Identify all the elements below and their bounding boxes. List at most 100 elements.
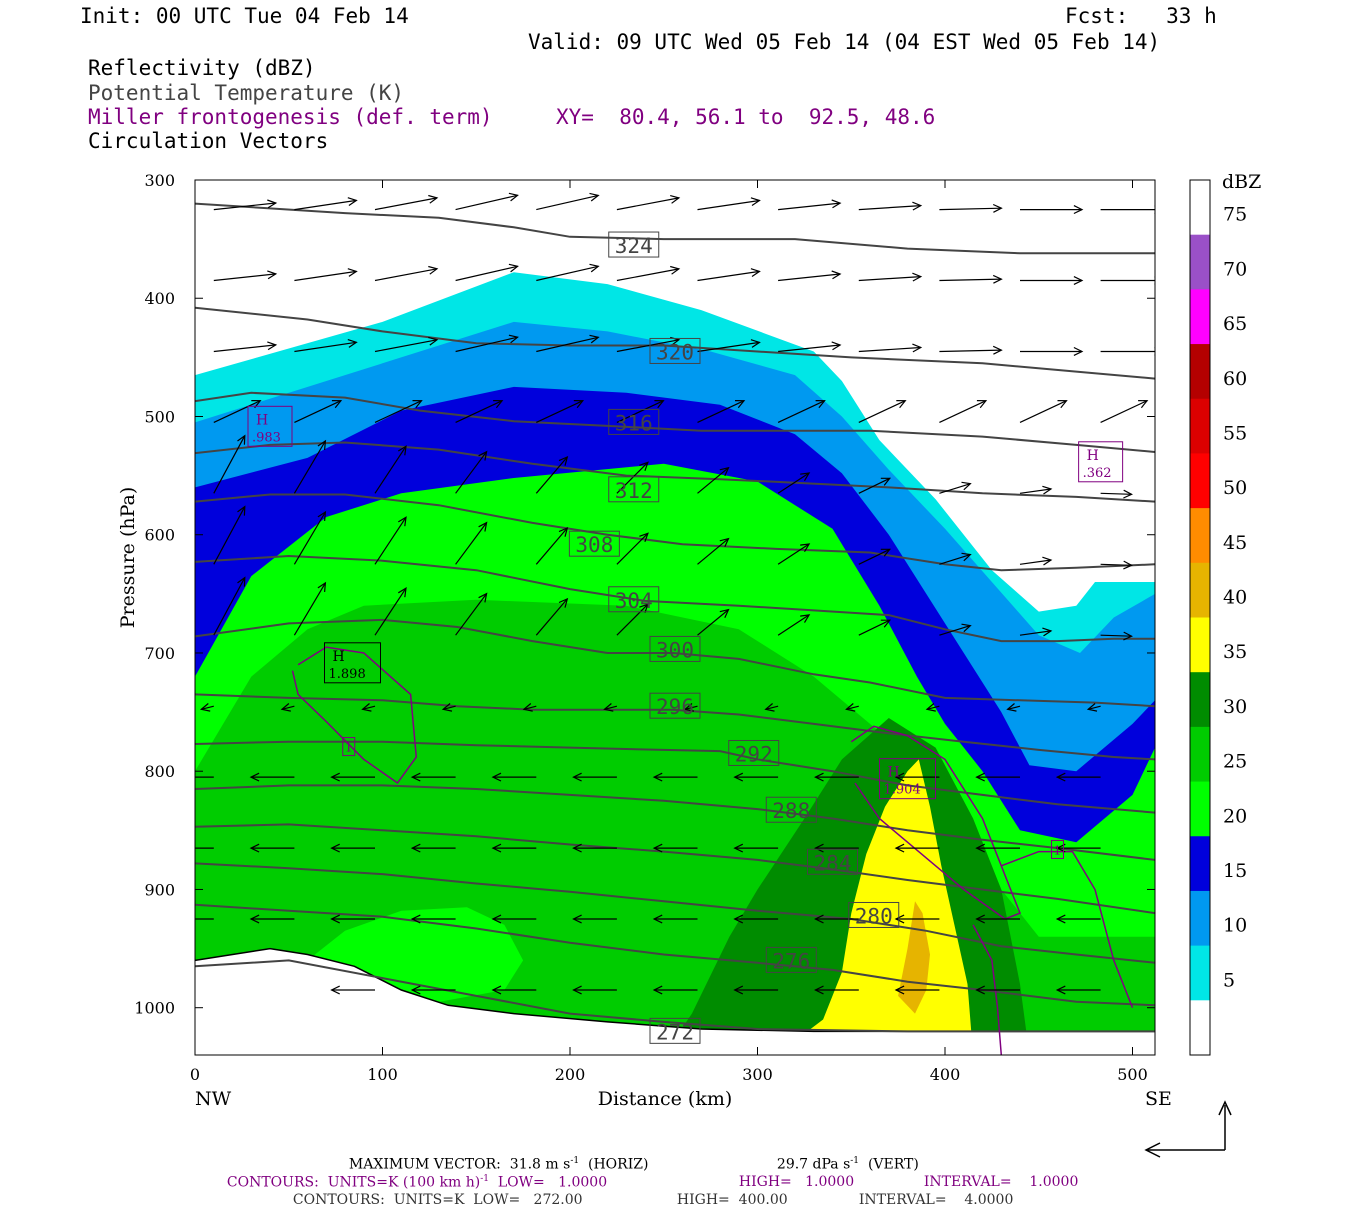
vector-head-113 bbox=[572, 843, 582, 853]
colorbar-label-60: 60 bbox=[1223, 368, 1247, 390]
vector-shaft-54 bbox=[697, 467, 729, 494]
vector-head-56 bbox=[880, 477, 892, 486]
y-tick-label-400: 400 bbox=[144, 289, 175, 308]
vector-head-38 bbox=[412, 400, 423, 409]
vector-head-13 bbox=[347, 268, 358, 277]
fronto-units: CONTOURS: UNITS=K (100 km h) bbox=[226, 1174, 481, 1191]
vector-shaft-44 bbox=[858, 400, 906, 423]
vector-head-64 bbox=[558, 526, 569, 537]
y-tick-label-600: 600 bbox=[144, 526, 175, 545]
vector-shaft-47 bbox=[1100, 400, 1148, 423]
vector-head-32 bbox=[912, 343, 923, 353]
max-vector-vert: 29.7 dPa s bbox=[776, 1156, 851, 1173]
vector-head-140 bbox=[975, 985, 985, 995]
vector-head-132 bbox=[330, 985, 340, 995]
fronto-units-exp: -1 bbox=[480, 1174, 489, 1184]
fronto-contour-note: CONTOURS: UNITS=K (100 km h)-1 LOW= 1.00… bbox=[218, 1158, 607, 1191]
vector-head-91 bbox=[764, 703, 775, 712]
vector-shaft-77 bbox=[616, 603, 649, 636]
vector-head-83 bbox=[1123, 631, 1133, 641]
y-tick-label-1000: 1000 bbox=[134, 999, 175, 1018]
vector-head-69 bbox=[961, 552, 972, 562]
colorbar-swatch-0 bbox=[1190, 180, 1210, 236]
x-axis-left-label: NW bbox=[195, 1088, 232, 1110]
vector-head-68 bbox=[880, 548, 892, 557]
theta-contour-312 bbox=[195, 441, 1155, 503]
vector-shaft-6 bbox=[697, 199, 760, 211]
vector-shaft-53 bbox=[616, 461, 649, 494]
fronto-contour-2 bbox=[1001, 850, 1134, 1008]
vector-head-14 bbox=[428, 265, 439, 275]
vector-shaft-70 bbox=[1019, 559, 1052, 565]
vector-shaft-40 bbox=[536, 400, 584, 423]
theta-contour-300 bbox=[195, 618, 1155, 708]
circulation-vectors bbox=[170, 192, 1155, 995]
vector-head-77 bbox=[639, 603, 649, 613]
vector-shaft-48 bbox=[213, 435, 246, 494]
high-letter-3: H bbox=[888, 765, 900, 781]
vector-head-76 bbox=[558, 597, 569, 608]
y-axis-title: Pressure (hPa) bbox=[117, 487, 139, 629]
vector-shaft-61 bbox=[293, 511, 326, 565]
axes: 300 400 500 600 700 800 900 1000 0 100 200 300 400 50… bbox=[117, 171, 1172, 1110]
vector-head-63 bbox=[478, 521, 488, 532]
vector-shaft-82 bbox=[1019, 630, 1052, 636]
vector-shaft-92 bbox=[846, 705, 859, 710]
frontogenesis-contours bbox=[291, 646, 1134, 1055]
vector-shaft-89 bbox=[604, 705, 618, 710]
theta-contour-272 bbox=[195, 959, 1155, 1033]
theta-label-box-276 bbox=[765, 946, 817, 973]
theta-label-324: 324 bbox=[615, 234, 653, 258]
field-vectors-label: Circulation Vectors bbox=[88, 129, 329, 153]
y-tick-label-300: 300 bbox=[144, 171, 175, 190]
vector-shaft-60 bbox=[213, 506, 246, 565]
high-value-2: 1.898 bbox=[329, 667, 366, 682]
vector-head-112 bbox=[491, 843, 502, 853]
vector-head-123 bbox=[410, 914, 421, 924]
vector-shaft-32 bbox=[858, 346, 921, 353]
vector-head-97 bbox=[249, 772, 260, 782]
vector-head-82 bbox=[1042, 627, 1053, 637]
vector-shaft-79 bbox=[777, 614, 810, 636]
vector-shaft-37 bbox=[294, 400, 342, 423]
vector-shaft-0 bbox=[213, 202, 276, 211]
x-axis-right-label: SE bbox=[1145, 1088, 1172, 1110]
vector-shaft-93 bbox=[926, 705, 940, 710]
theta-contour-note: CONTOURS: UNITS=K LOW= 272.00 bbox=[284, 1176, 583, 1208]
vector-head-124 bbox=[491, 914, 502, 924]
vector-shaft-55 bbox=[777, 472, 810, 494]
ground-profile bbox=[195, 947, 1155, 1055]
theta-contour-304 bbox=[195, 554, 1155, 643]
plot-frame bbox=[194, 179, 1156, 1056]
vector-head-52 bbox=[558, 455, 569, 466]
vector-head-0 bbox=[267, 199, 278, 209]
vector-shaft-17 bbox=[616, 268, 680, 282]
vector-head-75 bbox=[478, 592, 488, 603]
vector-head-120 bbox=[170, 915, 178, 923]
colorbar-label-45: 45 bbox=[1223, 532, 1247, 554]
vector-head-103 bbox=[733, 772, 744, 782]
vector-head-9 bbox=[992, 203, 1003, 213]
vector-head-86 bbox=[361, 703, 372, 712]
fronto-label-box-0 bbox=[342, 737, 356, 757]
vector-head-131 bbox=[1055, 914, 1066, 924]
vector-head-48 bbox=[237, 434, 246, 445]
vector-head-127 bbox=[733, 914, 744, 924]
max-vector-vert-exp: -1 bbox=[850, 1156, 860, 1166]
high-box-3 bbox=[879, 758, 936, 800]
colorbar-label-50: 50 bbox=[1223, 477, 1247, 499]
vector-head-122 bbox=[330, 914, 340, 924]
theta-label-320: 320 bbox=[656, 340, 694, 364]
colorbar-swatch-15 bbox=[1190, 1000, 1210, 1056]
vector-shaft-95 bbox=[1088, 705, 1101, 710]
vector-shaft-46 bbox=[1019, 400, 1067, 423]
vector-shaft-27 bbox=[455, 336, 518, 353]
vector-shaft-5 bbox=[616, 197, 680, 211]
vector-head-21 bbox=[992, 274, 1003, 284]
theta-contour-276 bbox=[195, 903, 1155, 1007]
vector-shaft-19 bbox=[778, 273, 841, 282]
vector-head-128 bbox=[814, 914, 824, 924]
vector-head-18 bbox=[750, 268, 761, 277]
high-letter-1: H bbox=[1087, 448, 1099, 464]
